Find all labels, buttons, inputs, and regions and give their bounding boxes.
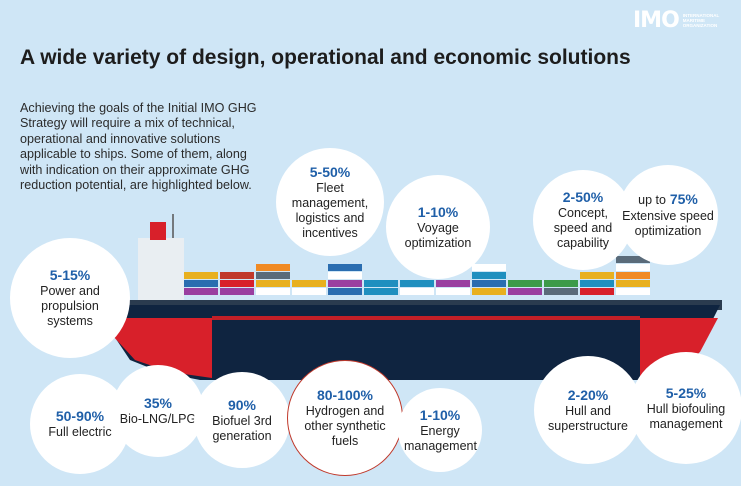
container xyxy=(220,280,254,287)
container xyxy=(184,280,218,287)
container xyxy=(328,264,362,271)
container xyxy=(400,280,434,287)
funnel xyxy=(150,222,166,240)
container xyxy=(220,288,254,295)
container xyxy=(472,280,506,287)
container xyxy=(292,280,326,287)
container xyxy=(256,288,290,295)
bubble-voyage: 1-10% Voyage optimization xyxy=(386,175,490,279)
container xyxy=(184,288,218,295)
bubble-hydrogen: 80-100% Hydrogen and other synthetic fue… xyxy=(287,360,403,476)
imo-logo: IMO INTERNATIONAL MARITIME ORGANIZATION xyxy=(633,8,719,33)
container xyxy=(256,280,290,287)
bubble-energy: 1-10% Energy management xyxy=(398,388,482,472)
logo-mark: IMO xyxy=(633,8,680,33)
container xyxy=(328,272,362,279)
container xyxy=(508,280,542,287)
bubble-biofouling: 5-25% Hull biofouling management xyxy=(630,352,741,464)
container xyxy=(616,288,650,295)
container xyxy=(580,272,614,279)
container xyxy=(616,264,650,271)
container xyxy=(364,288,398,295)
container xyxy=(328,280,362,287)
container xyxy=(616,256,650,263)
container xyxy=(580,288,614,295)
page-title: A wide variety of design, operational an… xyxy=(20,46,631,69)
bubble-biofuel: 90% Biofuel 3rd generation xyxy=(194,372,290,468)
container xyxy=(616,272,650,279)
logo-subtitle: INTERNATIONAL MARITIME ORGANIZATION xyxy=(682,13,720,28)
container xyxy=(544,280,578,287)
container xyxy=(292,288,326,295)
container xyxy=(508,288,542,295)
container xyxy=(328,288,362,295)
container xyxy=(364,280,398,287)
bubble-lng: 35% Bio-LNG/LPG xyxy=(112,365,204,457)
container xyxy=(544,288,578,295)
bubble-speed: up to 75% Extensive speed optimization xyxy=(618,165,718,265)
container xyxy=(472,288,506,295)
container xyxy=(580,280,614,287)
container xyxy=(184,272,218,279)
bridge-superstructure xyxy=(138,238,184,304)
bubble-fleet: 5-50% Fleet management, logistics and in… xyxy=(276,148,384,256)
container xyxy=(472,272,506,279)
container xyxy=(256,272,290,279)
bubble-hull: 2-20% Hull and superstructure xyxy=(534,356,642,464)
container xyxy=(220,272,254,279)
intro-text: Achieving the goals of the Initial IMO G… xyxy=(20,101,257,193)
container xyxy=(472,264,506,271)
container xyxy=(256,264,290,271)
container xyxy=(400,288,434,295)
container xyxy=(436,288,470,295)
bubble-concept: 2-50% Concept, speed and capability xyxy=(533,170,633,270)
container-stacks xyxy=(184,256,650,295)
container xyxy=(616,280,650,287)
bubble-power: 5-15% Power and propulsion systems xyxy=(10,238,130,358)
container xyxy=(436,280,470,287)
